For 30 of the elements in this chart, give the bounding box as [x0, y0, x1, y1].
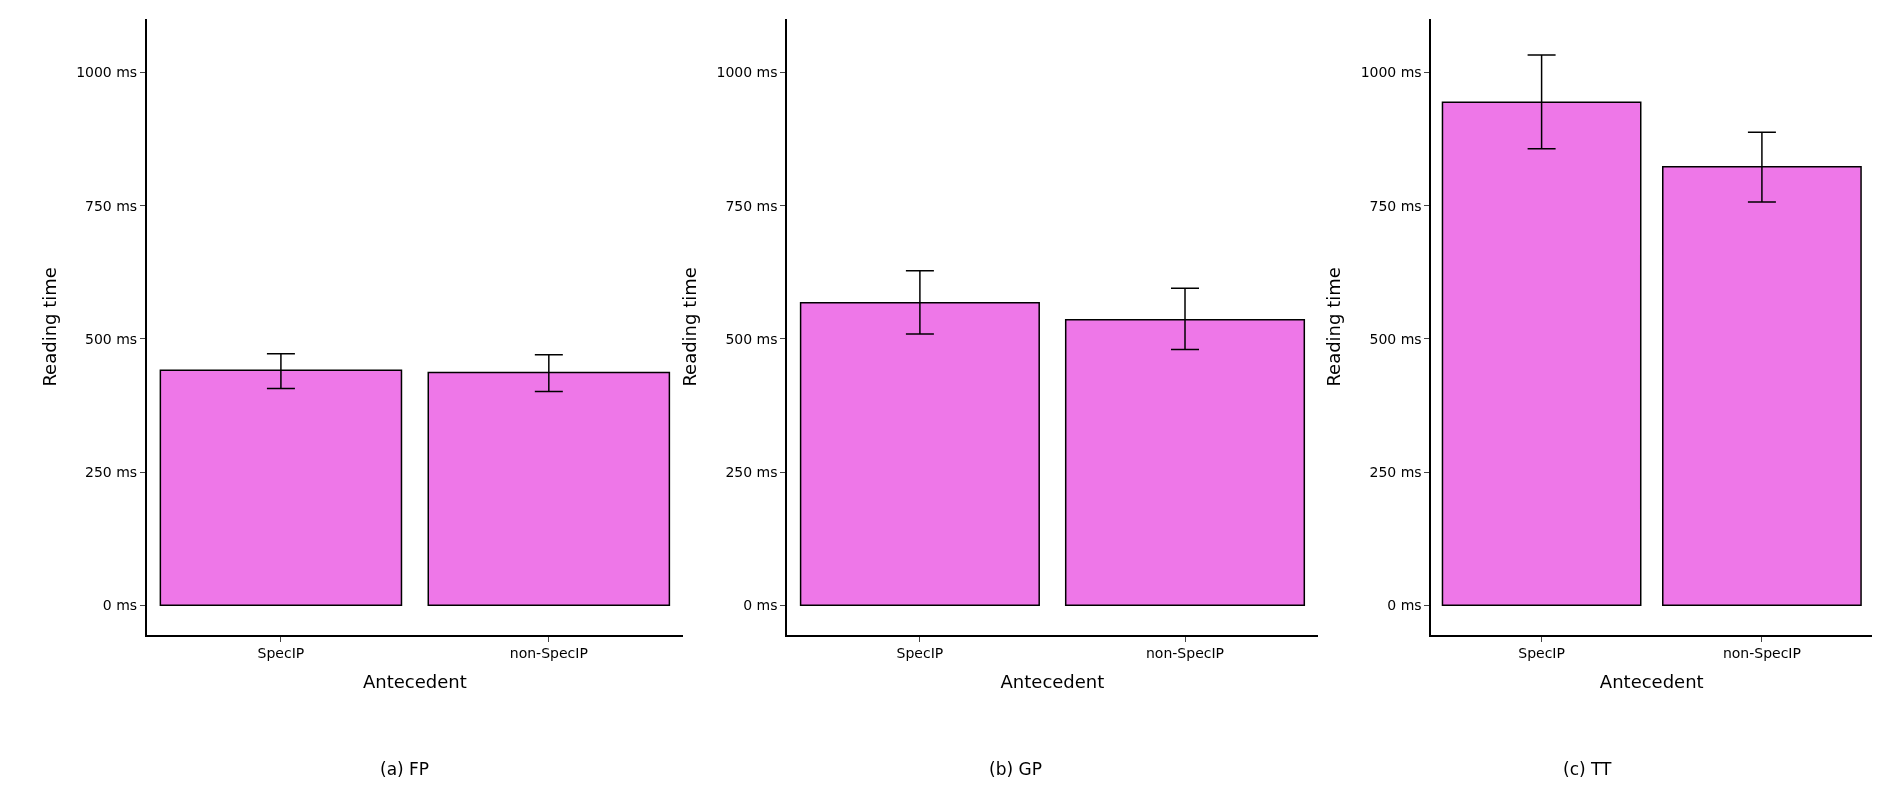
y-tick-label: 0 ms: [102, 597, 138, 614]
x-tick-label: SpecIP: [257, 645, 305, 662]
y-tick-label: 250 ms: [725, 463, 778, 480]
y-axis-title: Reading time: [679, 267, 701, 387]
y-tick-label: 250 ms: [1369, 463, 1422, 480]
x-tick-label: non-SpecIP: [1145, 645, 1225, 662]
x-tick-label: non-SpecIP: [1722, 645, 1801, 662]
y-tick-label: 1000 ms: [76, 64, 138, 81]
text: (a) FP: [380, 759, 430, 779]
x-tick-label: non-SpecIP: [509, 645, 588, 662]
y-tick-label: 500 ms: [725, 330, 778, 347]
x-tick-label: SpecIP: [1518, 645, 1565, 662]
x-axis-title: Antecedent: [362, 670, 467, 692]
y-tick-label: 0 ms: [743, 597, 778, 614]
y-tick-label: 1000 ms: [1360, 64, 1422, 81]
y-tick-label: 0 ms: [1387, 597, 1422, 614]
x-axis-title: Antecedent: [1599, 670, 1704, 692]
y-tick-label: 1000 ms: [716, 64, 778, 81]
text: (b) GP: [989, 759, 1042, 779]
y-tick-label: 250 ms: [85, 463, 138, 480]
y-tick-label: 500 ms: [85, 330, 138, 347]
y-tick-label: 750 ms: [85, 197, 138, 214]
y-axis-title: Reading time: [1323, 267, 1345, 387]
y-tick-label: 750 ms: [725, 197, 778, 214]
y-axis-title: Reading time: [38, 267, 60, 387]
x-axis-title: Antecedent: [1000, 670, 1105, 692]
y-tick-label: 500 ms: [1369, 330, 1422, 347]
text: (c) TT: [1563, 759, 1613, 779]
y-tick-label: 750 ms: [1369, 197, 1422, 214]
x-tick-label: SpecIP: [896, 645, 944, 662]
